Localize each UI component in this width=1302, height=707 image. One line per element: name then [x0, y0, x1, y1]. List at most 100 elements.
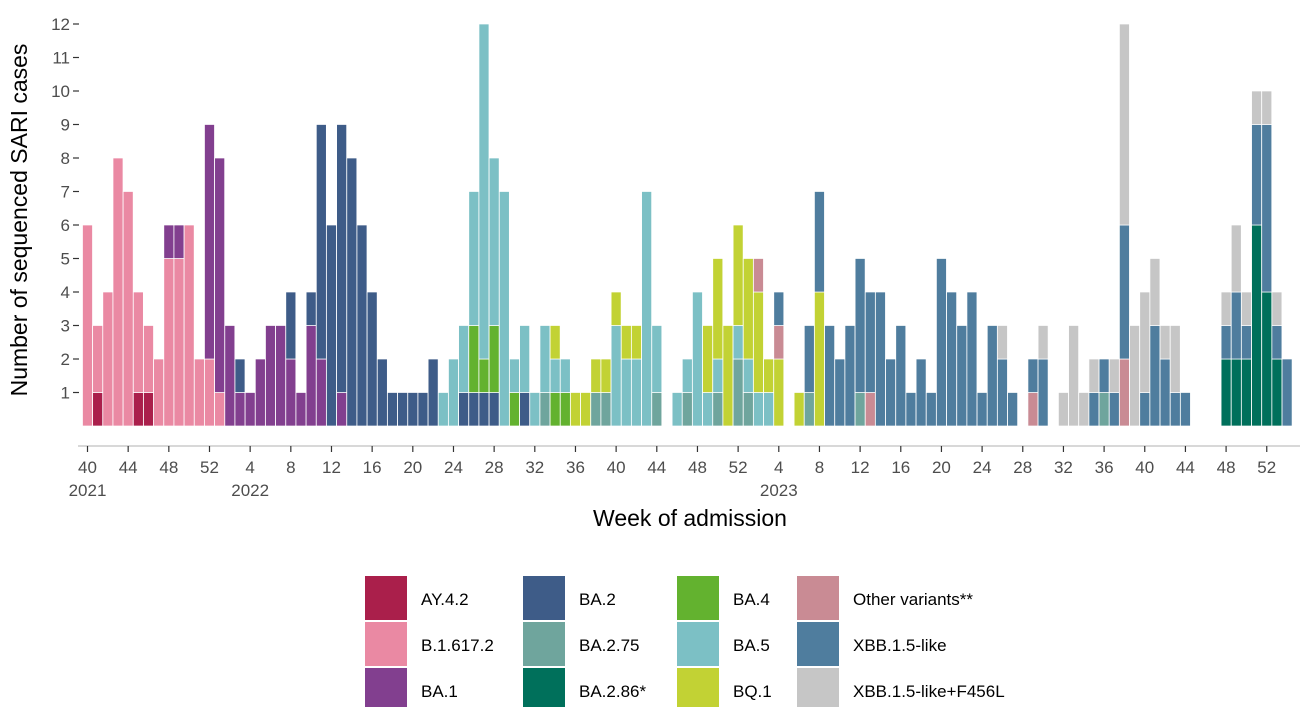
bar-xbb-1-5-like-week-113: [1230, 291, 1242, 360]
bar-b-1-617-2-week-9: [173, 258, 185, 427]
bar-ba-2-75-week-62: [712, 392, 724, 427]
bar-ba-2-86-week-114: [1241, 358, 1252, 427]
bar-xbb-1-5-like-week-79: [885, 358, 896, 427]
bar-bq-1-week-53: [620, 325, 632, 360]
bar-xbb-1-5-like-week-105: [1149, 325, 1161, 427]
bar-xbb-1-5-like-f456l-week-104: [1139, 291, 1151, 393]
bar-ba-5-week-37: [458, 325, 469, 393]
bar-ba-2-week-29: [376, 358, 388, 427]
legend-label-ba-2-86: BA.2.86*: [579, 682, 646, 701]
bar-ba-1-week-8: [163, 224, 175, 259]
bar-xbb-1-5-like-week-108: [1180, 392, 1191, 427]
x-tick-label: 52: [729, 458, 748, 477]
bar-xbb-1-5-like-week-78: [875, 291, 886, 427]
bar-xbb-1-5-like-week-93: [1027, 358, 1039, 393]
bar-xbb-1-5-like-f456l-week-96: [1058, 392, 1069, 427]
bar-ba-2-75-week-59: [681, 392, 693, 427]
bar-xbb-1-5-like-f456l-week-106: [1159, 325, 1171, 360]
bar-ba-5-week-52: [610, 325, 622, 427]
bar-bq-1-week-49: [580, 392, 591, 427]
bar-ba-2-75-week-51: [600, 392, 612, 427]
x-tick-label: 36: [566, 458, 585, 477]
x-tick-label: 24: [444, 458, 463, 477]
bar-xbb-1-5-like-week-118: [1281, 358, 1293, 427]
bar-xbb-1-5-like-f456l-week-117: [1271, 291, 1283, 326]
bar-xbb-1-5-like-week-73: [824, 325, 835, 427]
bar-xbb-1-5-like-f456l-week-105: [1149, 258, 1161, 326]
bar-bq-1-week-72: [814, 291, 825, 427]
bar-ba-2-week-20: [285, 291, 297, 360]
bar-ba-1-week-17: [254, 358, 266, 427]
bar-ba-2-75-week-50: [590, 392, 602, 427]
bar-xbb-1-5-like-week-75: [844, 325, 856, 427]
bar-xbb-1-5-like-week-112: [1220, 325, 1232, 360]
bar-b-1-617-2-week-6: [143, 325, 154, 393]
legend-label-other-variants: Other variants**: [853, 590, 973, 609]
bar-ba-5-week-58: [671, 392, 683, 427]
bar-xbb-1-5-like-week-88: [976, 392, 988, 427]
bar-b-1-617-2-week-13: [214, 392, 226, 427]
bar-bq-1-week-66: [753, 291, 764, 393]
bar-xbb-1-5-like-week-86: [956, 325, 968, 427]
bar-ba-5-week-40: [488, 157, 500, 326]
bar-ba-5-week-46: [549, 358, 561, 393]
x-axis-title: Week of admission: [593, 505, 787, 531]
bar-xbb-1-5-like-week-104: [1139, 392, 1151, 427]
bar-xbb-1-5-like-week-68: [773, 291, 785, 326]
bar-xbb-1-5-like-week-77: [864, 291, 876, 393]
bar-ba-2-75-week-45: [539, 392, 551, 427]
x-year-label: 2023: [760, 481, 798, 500]
bar-ba-2-86-week-112: [1220, 358, 1232, 427]
bar-ba-5-week-65: [742, 358, 754, 393]
bar-ba-1-week-13: [214, 157, 226, 393]
bar-bq-1-week-61: [702, 325, 713, 393]
y-tick-label: 2: [61, 350, 70, 369]
legend-label-bq-1: BQ.1: [733, 682, 772, 701]
y-tick-label: 10: [51, 82, 70, 101]
bar-ba-2-75-week-56: [651, 392, 663, 427]
bar-ba-2-week-40: [488, 392, 500, 427]
legend-label-ba-5: BA.5: [733, 636, 770, 655]
bar-ba-5-week-38: [468, 191, 480, 326]
bar-xbb-1-5-like-week-94: [1037, 358, 1049, 427]
y-tick-label: 1: [61, 384, 70, 403]
bar-ba-5-week-66: [753, 392, 764, 427]
bar-xbb-1-5-like-f456l-week-115: [1251, 90, 1262, 125]
bar-xbb-1-5-like-week-85: [946, 291, 957, 427]
bar-xbb-1-5-like-f456l-week-90: [997, 325, 1008, 360]
x-tick-label: 32: [1054, 458, 1073, 477]
bar-xbb-1-5-like-week-91: [1007, 392, 1018, 427]
bar-ba-2-86-week-117: [1271, 358, 1283, 427]
x-tick-label: 8: [815, 458, 824, 477]
x-tick-label: 40: [78, 458, 97, 477]
bar-xbb-1-5-like-week-83: [925, 392, 937, 427]
bar-ba-1-week-12: [204, 124, 215, 360]
legend-label-ba-4: BA.4: [733, 590, 770, 609]
bar-bq-1-week-68: [773, 358, 785, 427]
bar-bq-1-week-62: [712, 258, 724, 360]
bar-ba-5-week-36: [448, 358, 459, 427]
bar-xbb-1-5-like-f456l-week-113: [1230, 224, 1242, 293]
bar-xbb-1-5-like-week-89: [986, 325, 998, 427]
bar-b-1-617-2-week-7: [153, 358, 165, 427]
bar-ba-2-75-week-64: [732, 358, 744, 427]
bar-ba-5-week-67: [763, 392, 774, 427]
bar-ba-5-week-55: [641, 191, 652, 427]
bar-b-1-617-2-week-1: [92, 325, 104, 393]
bar-ba-5-week-47: [559, 358, 571, 393]
x-tick-label: 28: [485, 458, 504, 477]
bar-ba-1-week-16: [244, 392, 256, 427]
legend-swatch-xbb-1-5-like-f456l: [797, 668, 839, 707]
bar-ba-2-86-week-113: [1230, 358, 1242, 427]
x-tick-label: 16: [891, 458, 910, 477]
bar-b-1-617-2-week-2: [102, 291, 114, 427]
legend-swatch-xbb-1-5-like: [797, 622, 839, 666]
bar-b-1-617-2-week-4: [122, 191, 134, 427]
bar-xbb-1-5-like-week-90: [997, 358, 1008, 427]
bar-ba-2-week-43: [519, 392, 530, 427]
bar-ba-5-week-61: [702, 392, 713, 427]
bar-xbb-1-5-like-week-87: [966, 291, 978, 427]
bar-bq-1-week-64: [732, 224, 744, 326]
